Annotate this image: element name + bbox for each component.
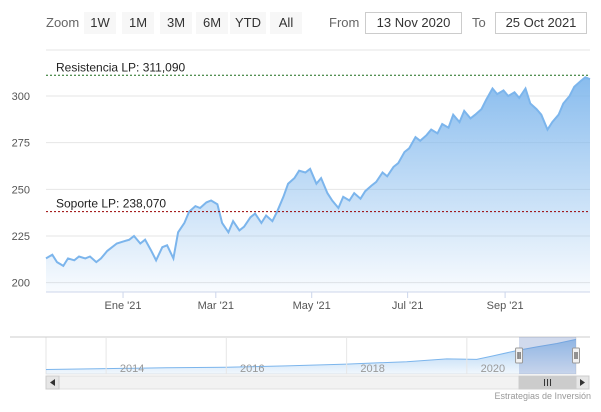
y-tick-label-225: 225	[12, 231, 30, 243]
x-tick-label: Ene '21	[105, 300, 142, 312]
x-tick-label: Sep '21	[487, 300, 524, 312]
zoom-6m-button[interactable]: 6M	[196, 12, 228, 34]
to-label: To	[472, 15, 486, 30]
x-tick-label: Mar '21	[198, 300, 234, 312]
y-axis: 200 225 250 275 300	[12, 91, 30, 290]
scrollbar-left-button	[45, 375, 60, 390]
support-label: Soporte LP: 238,070	[56, 197, 166, 211]
zoom-1m-button[interactable]: 1M	[122, 12, 154, 34]
zoom-1w-button[interactable]: 1W	[84, 12, 116, 34]
navigator-tick-label: 2016	[240, 363, 264, 375]
plotline-layer: Resistencia LP: 311,090 Soporte LP: 238,0…	[46, 60, 590, 213]
scroll-right-arrow-icon	[580, 379, 585, 386]
x-tick-label: Jul '21	[392, 300, 423, 312]
navigator-area	[46, 339, 576, 374]
scrollbar-right-button	[575, 375, 590, 390]
grid-layer	[46, 49, 590, 284]
y-tick-label-250: 250	[12, 184, 30, 196]
navigator: 2014 2016 2018 2020	[10, 336, 590, 390]
y-tick-label-200: 200	[12, 278, 30, 290]
navigator-line	[45, 338, 577, 370]
scroll-left-arrow-icon	[50, 379, 55, 386]
series-area-fill	[46, 77, 590, 292]
y-tick-label-300: 300	[12, 91, 30, 103]
scrollbar-track	[45, 375, 577, 390]
navigator-selection	[519, 337, 576, 374]
area-layer	[45, 76, 591, 292]
resistance-label: Resistencia LP: 311,090	[56, 60, 186, 74]
from-date-input[interactable]: 13 Nov 2020	[365, 12, 462, 34]
x-tick-label: May '21	[293, 300, 331, 312]
from-label: From	[329, 15, 360, 30]
navigator-right-handle	[572, 347, 580, 364]
navigator-tick-label: 2018	[360, 363, 384, 375]
y-tick-label-275: 275	[12, 138, 30, 150]
navigator-tick-label: 2020	[481, 363, 505, 375]
to-date-input[interactable]: 25 Oct 2021	[495, 12, 587, 34]
zoom-all-button[interactable]: All	[270, 12, 302, 34]
credit-text: Estrategias de Inversión	[494, 391, 591, 401]
navigator-frame	[45, 336, 577, 375]
navigator-tick-label: 2014	[120, 363, 144, 375]
navigator-left-handle	[515, 347, 524, 364]
scrollbar-thumb	[518, 375, 577, 390]
x-axis: Ene '21 Mar '21 May '21 Jul '21 Sep '21	[46, 291, 590, 312]
zoom-label: Zoom	[46, 15, 80, 30]
series-line	[45, 76, 591, 268]
zoom-ytd-button[interactable]: YTD	[230, 12, 266, 34]
zoom-3m-button[interactable]: 3M	[160, 12, 192, 34]
